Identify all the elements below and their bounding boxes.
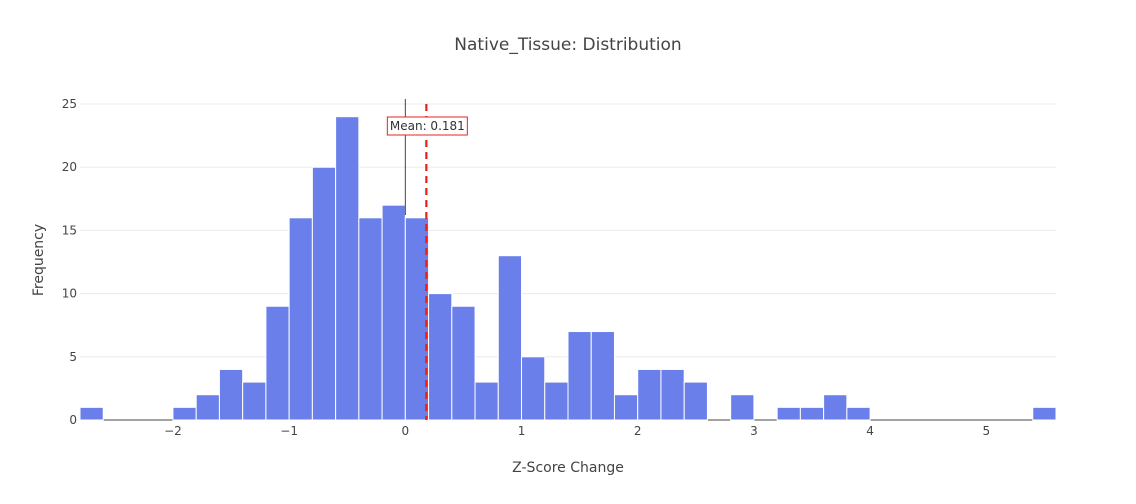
histogram-bar [823,394,848,421]
y-axis-title: Frequency [31,224,47,296]
histogram-bar [404,217,430,421]
histogram-bar [613,394,639,421]
histogram-bar [172,406,197,421]
x-tick-label: −2 [164,424,182,438]
histogram-bar [521,356,546,421]
x-axis-title: Z-Score Change [512,460,624,476]
y-axis-ticks: 0 5 10 15 20 25 [62,97,77,427]
histogram-bar [544,381,569,421]
mean-annotation-box [386,116,468,136]
x-tick-label: 3 [750,424,758,438]
histogram-bar [358,217,383,421]
histogram-bar [311,166,337,421]
mean-annotation-group: Mean: 0.181 [386,99,468,420]
histogram-bar [567,331,592,421]
mean-annotation-label: Mean: 0.181 [390,119,465,133]
histogram-bar [776,406,801,421]
x-axis-ticks: −2 −1 0 1 2 3 4 5 [164,424,990,438]
histogram-bar [730,394,755,421]
y-tick-label: 20 [62,160,77,174]
x-tick-label: 1 [518,424,526,438]
histogram-bar [195,394,220,421]
histogram-bar [637,368,662,421]
histogram-bar [846,406,871,421]
x-tick-label: 2 [634,424,642,438]
histogram-bar [660,368,685,421]
x-tick-label: 4 [866,424,874,438]
chart-title: Native_Tissue: Distribution [454,35,681,55]
x-tick-label: −1 [280,424,298,438]
histogram-bar [683,381,708,421]
histogram-bar [335,116,360,421]
histogram-bar [288,217,313,421]
x-tick-label: 5 [982,424,990,438]
histogram-bar [590,331,615,421]
bars [79,116,1057,421]
y-tick-label: 25 [62,97,77,111]
histogram-bar [451,305,476,421]
histogram-bar [381,204,406,421]
y-tick-label: 15 [62,223,77,237]
histogram-bar [428,293,453,421]
histogram-bar [218,368,244,421]
histogram-bar [497,255,523,421]
y-tick-label: 0 [69,413,77,427]
y-tick-label: 5 [69,350,77,364]
y-tick-label: 10 [62,287,77,301]
histogram-bar [265,305,290,421]
histogram-bar [242,381,267,421]
histogram-bar [799,406,825,421]
x-tick-label: 0 [402,424,410,438]
histogram-bar [79,406,104,421]
histogram-bar [474,381,499,421]
histogram-bar [1032,406,1057,421]
